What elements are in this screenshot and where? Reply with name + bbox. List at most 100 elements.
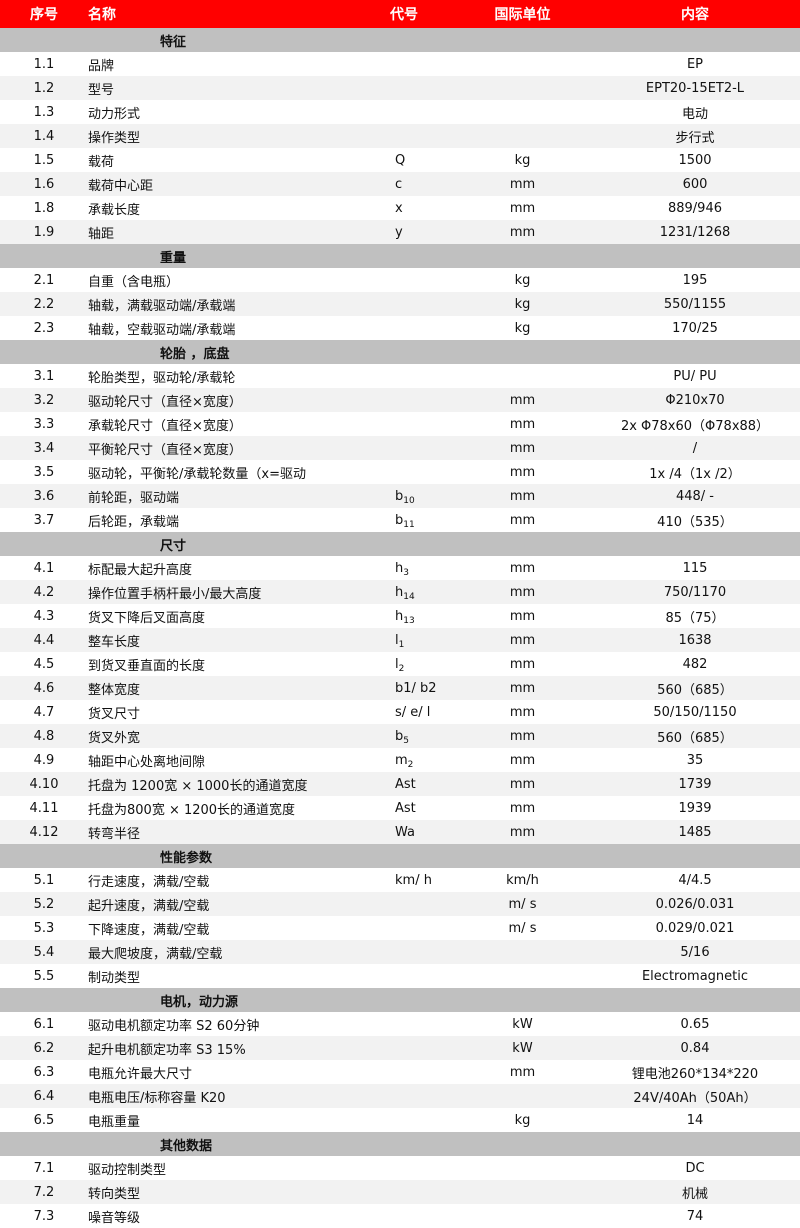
row-unit: mm xyxy=(509,224,536,240)
row-name: 驱动轮，平衡轮/承载轮数量（x=驱动 xyxy=(88,466,306,482)
row-unit: mm xyxy=(509,608,536,624)
row-unit: kg xyxy=(514,1112,531,1128)
row-value: 0.65 xyxy=(680,1016,710,1032)
row-name: 动力形式 xyxy=(88,106,141,122)
row-number: 4.1 xyxy=(33,560,55,576)
header-value: 内容 xyxy=(681,7,709,23)
table-row: 4.2 操作位置手柄杆最小/最大高度 h14 mm 750/1170 xyxy=(0,580,800,604)
row-name: 整体宽度 xyxy=(88,682,141,698)
row-unit: mm xyxy=(509,728,536,744)
row-number: 4.10 xyxy=(29,776,59,792)
row-name: 制动类型 xyxy=(88,970,141,986)
row-number: 4.6 xyxy=(33,680,55,696)
row-name: 轴载，空载驱动端/承载端 xyxy=(88,322,236,338)
row-code: Ast xyxy=(350,777,455,792)
table-row: 5.5 制动类型 Electromagnetic xyxy=(0,964,800,988)
row-unit: mm xyxy=(509,512,536,528)
table-row: 1.9 轴距 y mm 1231/1268 xyxy=(0,220,800,244)
row-number: 3.4 xyxy=(33,440,55,456)
table-row: 3.1 轮胎类型，驱动轮/承载轮 PU/ PU xyxy=(0,364,800,388)
row-value: EP xyxy=(686,56,704,72)
code-base: Ast xyxy=(395,776,416,792)
table-row: 4.4 整车长度 l1 mm 1638 xyxy=(0,628,800,652)
table-row: 6.3 电瓶允许最大尺寸 mm 锂电池260*134*220 xyxy=(0,1060,800,1084)
row-code: m2 xyxy=(350,753,455,770)
section-row: 其他数据 xyxy=(0,1132,800,1156)
row-number: 4.5 xyxy=(33,656,55,672)
table-row: 6.5 电瓶重量 kg 14 xyxy=(0,1108,800,1132)
row-value: 5/16 xyxy=(680,944,710,960)
code-base: c xyxy=(395,176,403,192)
row-name: 轴距 xyxy=(88,226,115,242)
table-row: 6.4 电瓶电压/标称容量 K20 24V/40Ah（50Ah） xyxy=(0,1084,800,1108)
row-number: 6.2 xyxy=(33,1040,55,1056)
row-number: 5.1 xyxy=(33,872,55,888)
row-code: c xyxy=(350,177,455,192)
table-row: 1.8 承载长度 x mm 889/946 xyxy=(0,196,800,220)
row-value: DC xyxy=(685,1160,705,1176)
row-name: 自重（含电瓶） xyxy=(88,274,180,290)
code-base: s/ e/ l xyxy=(395,704,431,720)
row-unit: km/h xyxy=(506,872,539,888)
row-number: 1.2 xyxy=(33,80,55,96)
row-name: 驱动电机额定功率 S2 60分钟 xyxy=(88,1018,260,1034)
row-name: 转向类型 xyxy=(88,1186,141,1202)
row-number: 1.9 xyxy=(33,224,55,240)
table-row: 4.3 货叉下降后叉面高度 h13 mm 85（75） xyxy=(0,604,800,628)
header-unit: 国际单位 xyxy=(494,7,551,23)
row-number: 7.3 xyxy=(33,1208,55,1224)
header-name: 名称 xyxy=(88,7,116,23)
section-row: 性能参数 xyxy=(0,844,800,868)
row-value: / xyxy=(692,440,698,456)
code-subscript: 5 xyxy=(403,735,409,746)
row-number: 5.3 xyxy=(33,920,55,936)
row-value: 机械 xyxy=(681,1186,708,1202)
row-number: 3.2 xyxy=(33,392,55,408)
row-value: 750/1170 xyxy=(663,584,727,600)
row-name: 载荷 xyxy=(88,154,115,170)
code-base: h xyxy=(395,608,404,624)
row-unit: kg xyxy=(514,152,531,168)
table-row: 3.7 后轮距，承载端 b11 mm 410（535） xyxy=(0,508,800,532)
row-code: b5 xyxy=(350,729,455,746)
row-value: 1485 xyxy=(678,824,712,840)
row-number: 2.2 xyxy=(33,296,55,312)
row-unit: mm xyxy=(509,656,536,672)
row-code: h3 xyxy=(350,560,455,578)
code-subscript: 14 xyxy=(403,591,415,602)
row-number: 6.5 xyxy=(33,1112,55,1128)
row-unit: mm xyxy=(509,824,536,840)
row-name: 托盘为 1200宽 × 1000长的通道宽度 xyxy=(88,778,308,794)
table-row: 4.7 货叉尺寸 s/ e/ l mm 50/150/1150 xyxy=(0,700,800,724)
code-base: h xyxy=(395,560,404,576)
code-subscript: 3 xyxy=(403,567,409,578)
row-value: Electromagnetic xyxy=(641,968,749,984)
code-base: l xyxy=(395,632,399,648)
section-title: 特征 xyxy=(160,34,187,50)
row-unit: mm xyxy=(509,176,536,192)
row-code: h13 xyxy=(350,608,455,626)
row-unit: m/ s xyxy=(508,920,537,936)
row-name: 前轮距，驱动端 xyxy=(88,490,180,506)
row-number: 3.5 xyxy=(33,464,55,480)
row-number: 2.1 xyxy=(33,272,55,288)
row-code: l2 xyxy=(350,657,455,674)
row-code: b10 xyxy=(350,489,455,506)
row-code: km/ h xyxy=(350,873,455,888)
code-subscript: 2 xyxy=(398,663,405,674)
row-name: 起升速度，满载/空载 xyxy=(88,898,210,914)
row-unit: mm xyxy=(509,704,536,720)
row-value: 600 xyxy=(682,176,708,192)
row-unit: mm xyxy=(509,464,536,480)
code-subscript: 13 xyxy=(403,615,415,626)
row-unit: kg xyxy=(514,296,531,312)
row-name: 到货叉垂直面的长度 xyxy=(88,658,206,674)
row-code: Q xyxy=(350,153,455,168)
row-number: 3.1 xyxy=(33,368,55,384)
row-number: 3.7 xyxy=(33,512,55,528)
row-code: Wa xyxy=(350,825,455,840)
code-base: Ast xyxy=(395,800,416,816)
row-number: 5.5 xyxy=(33,968,55,984)
